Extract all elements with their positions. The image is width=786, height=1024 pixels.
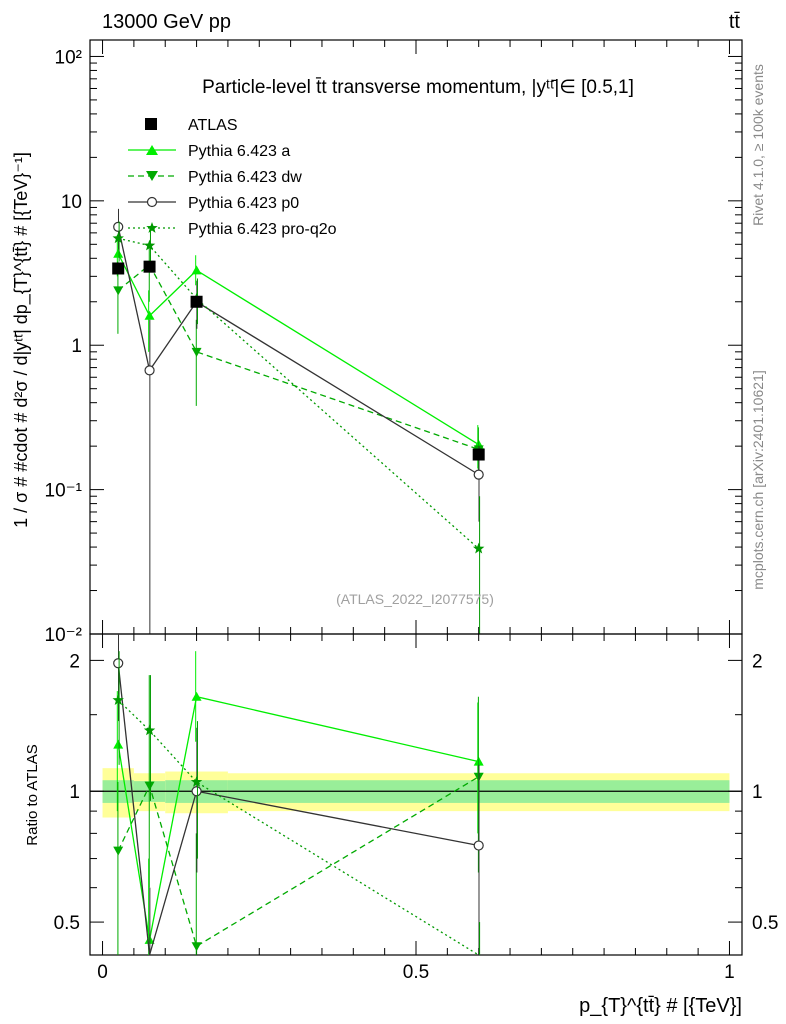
ratio-point-pythia-6-423-dw xyxy=(113,846,124,856)
rivet-version-label: Rivet 4.1.0, ≥ 100k events xyxy=(750,64,766,226)
y-tick-label: 10 xyxy=(61,192,82,213)
y-tick-label: 10² xyxy=(55,47,82,68)
legend-label-dw: Pythia 6.423 dw xyxy=(188,169,302,186)
series-point-pythia-6-423-pro-q2o xyxy=(112,232,124,244)
legend-marker-atlas xyxy=(145,118,157,130)
ratio-line-pythia-6-423-dw xyxy=(117,776,480,948)
ratio-point-pythia-6-423-a xyxy=(191,691,202,701)
series-point-pythia-6-423-p0 xyxy=(144,365,155,376)
x-axis-label: p_{T}^{tt̄} # [{TeV}] xyxy=(579,995,742,1017)
ratio-point-pythia-6-423-dw xyxy=(191,942,202,952)
data-point-atlas xyxy=(143,260,156,273)
legend-marker-p0 xyxy=(146,196,158,208)
x-tick-label: 0.5 xyxy=(403,962,429,983)
y-tick-label: 10⁻¹ xyxy=(45,481,83,502)
series-line-pythia-6-423-a xyxy=(117,253,480,446)
series-point-pythia-6-423-p0 xyxy=(113,221,124,232)
ratio-tick-label: 1 xyxy=(69,782,80,803)
data-point-atlas xyxy=(472,448,485,461)
header-energy-label: 13000 GeV pp xyxy=(102,11,231,33)
series-line-pythia-6-423-p0 xyxy=(117,226,480,476)
series-point-pythia-6-423-a xyxy=(191,265,202,275)
legend-label-pro-q2o: Pythia 6.423 pro-q2o xyxy=(188,221,337,238)
series-line-pythia-6-423-pro-q2o xyxy=(118,237,480,550)
series-line-pythia-6-423-dw xyxy=(117,263,479,450)
ratio-point-pythia-6-423-p0 xyxy=(473,840,484,851)
legend-label-a: Pythia 6.423 a xyxy=(188,143,290,160)
ratio-tick-label: 2 xyxy=(69,651,80,672)
legend-marker-pro-q2o xyxy=(146,222,158,233)
legend-marker-dw xyxy=(146,171,158,181)
header-process-label: tt̄ xyxy=(729,11,741,33)
ratio-point-pythia-6-423-p0 xyxy=(113,658,124,669)
legend-label-atlas: ATLAS xyxy=(188,117,238,134)
series-point-pythia-6-423-pro-q2o xyxy=(143,239,156,251)
ratio-point-pythia-6-423-a xyxy=(113,739,124,749)
ratio-tick-label-right: 1 xyxy=(752,782,763,803)
series-point-pythia-6-423-dw xyxy=(191,347,202,357)
legend: ATLAS Pythia 6.423 a Pythia 6.423 dw Pyt… xyxy=(128,117,337,238)
y-tick-label: 1 xyxy=(71,336,82,357)
ratio-tick-label: 0.5 xyxy=(54,913,80,934)
series-point-pythia-6-423-dw xyxy=(113,286,124,296)
data-point-atlas xyxy=(190,295,203,308)
ratio-tick-label-right: 0.5 xyxy=(752,913,778,934)
ratio-point-pythia-6-423-pro-q2o xyxy=(143,724,156,736)
ratio-line-pythia-6-423-a xyxy=(117,695,479,941)
main-panel: 10² 10 1 10⁻¹ 10⁻² xyxy=(45,39,743,646)
legend-marker-a xyxy=(146,145,158,155)
ratio-point-pythia-6-423-pro-q2o xyxy=(190,776,203,787)
ratio-point-pythia-6-423-pro-q2o xyxy=(112,694,124,706)
series-point-pythia-6-423-a xyxy=(144,310,155,320)
legend-label-p0: Pythia 6.423 p0 xyxy=(188,195,299,212)
x-tick-label: 0 xyxy=(97,962,108,983)
analysis-watermark: (ATLAS_2022_I2077575) xyxy=(336,591,494,607)
ratio-panel: 0 0.5 1 2 2 1 1 0.5 0.5 xyxy=(54,633,778,983)
series-point-pythia-6-423-p0 xyxy=(473,469,484,480)
y-tick-label: 10⁻² xyxy=(45,625,83,646)
series-point-pythia-6-423-pro-q2o xyxy=(472,542,485,554)
x-tick-label: 1 xyxy=(724,962,735,983)
ratio-point-pythia-6-423-p0 xyxy=(191,786,202,797)
chart-title: Particle-level t̄t transverse momentum, … xyxy=(202,77,634,98)
ratio-line-pythia-6-423-p0 xyxy=(117,663,479,956)
ratio-line-pythia-6-423-pro-q2o xyxy=(117,699,480,956)
y-axis-label: 1 / σ # #cdot # d²σ / d|yᵗᵗ̄| dp_{T}^{tt… xyxy=(11,152,32,528)
ratio-point-pythia-6-423-dw xyxy=(144,781,155,791)
ratio-axis-label: Ratio to ATLAS xyxy=(24,744,41,845)
series-point-pythia-6-423-a xyxy=(113,248,124,258)
ratio-tick-label-right: 2 xyxy=(752,651,763,672)
mcplots-source-label: mcplots.cern.ch [arXiv:2401.10621] xyxy=(750,370,766,589)
data-point-atlas xyxy=(112,262,125,275)
